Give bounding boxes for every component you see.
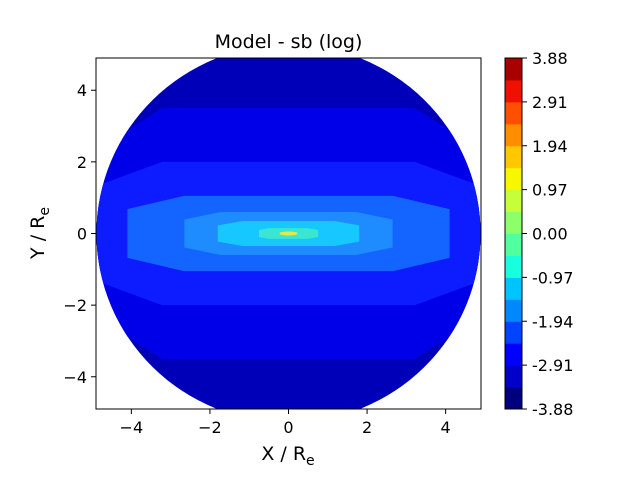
colorbar-swatch (505, 321, 522, 344)
colorbar-tick-label: 3.88 (532, 49, 568, 68)
x-tick-label: 2 (362, 418, 372, 437)
colorbar-swatch (505, 145, 522, 169)
colorbar-tick-label: -0.97 (532, 268, 573, 287)
colorbar-swatch (505, 58, 522, 81)
colorbar-swatch (505, 233, 522, 256)
colorbar-swatch (505, 167, 522, 191)
colorbar (505, 58, 522, 410)
contour-peak (279, 231, 298, 236)
x-tick-label: −4 (120, 418, 144, 437)
colorbar-tick-label: 0.00 (532, 225, 568, 244)
colorbar-ticks: 3.88 2.91 1.94 0.97 0.00 -0.97 -1.94 -2.91 -3.88 (522, 49, 573, 419)
y-tick-label: 4 (77, 81, 87, 100)
x-tick-label: −2 (198, 418, 222, 437)
colorbar-swatch (505, 299, 522, 322)
x-tick-label: 4 (441, 418, 451, 437)
y-tick-label: −2 (63, 296, 87, 315)
colorbar-swatch (505, 343, 522, 366)
chart-title: Model - sb (log) (215, 31, 363, 53)
y-tick-label: 2 (77, 153, 87, 172)
colorbar-swatch (505, 211, 522, 234)
colorbar-tick-label: -2.91 (532, 356, 573, 375)
contour-fill (96, 58, 481, 409)
y-axis-label: Y / Re (27, 207, 53, 260)
colorbar-tick-label: 1.94 (532, 137, 568, 156)
colorbar-swatch (505, 189, 522, 213)
x-tick-label: 0 (283, 418, 293, 437)
y-tick-label: −4 (63, 368, 87, 387)
x-axis-label: X / Re (261, 443, 314, 469)
colorbar-tick-label: -3.88 (532, 400, 573, 419)
colorbar-tick-label: -1.94 (532, 312, 573, 331)
colorbar-swatch (505, 101, 522, 125)
colorbar-tick-label: 2.91 (532, 93, 568, 112)
colorbar-swatch (505, 387, 522, 410)
colorbar-swatch (505, 123, 522, 147)
y-tick-label: 0 (77, 225, 87, 244)
x-axis: −4 −2 0 2 4 (120, 409, 451, 437)
colorbar-swatch (505, 277, 522, 300)
y-axis: −4 −2 0 2 4 (63, 81, 96, 387)
colorbar-swatch (505, 365, 522, 388)
colorbar-swatch (505, 255, 522, 278)
colorbar-swatch (505, 79, 522, 103)
colorbar-tick-label: 0.97 (532, 181, 568, 200)
